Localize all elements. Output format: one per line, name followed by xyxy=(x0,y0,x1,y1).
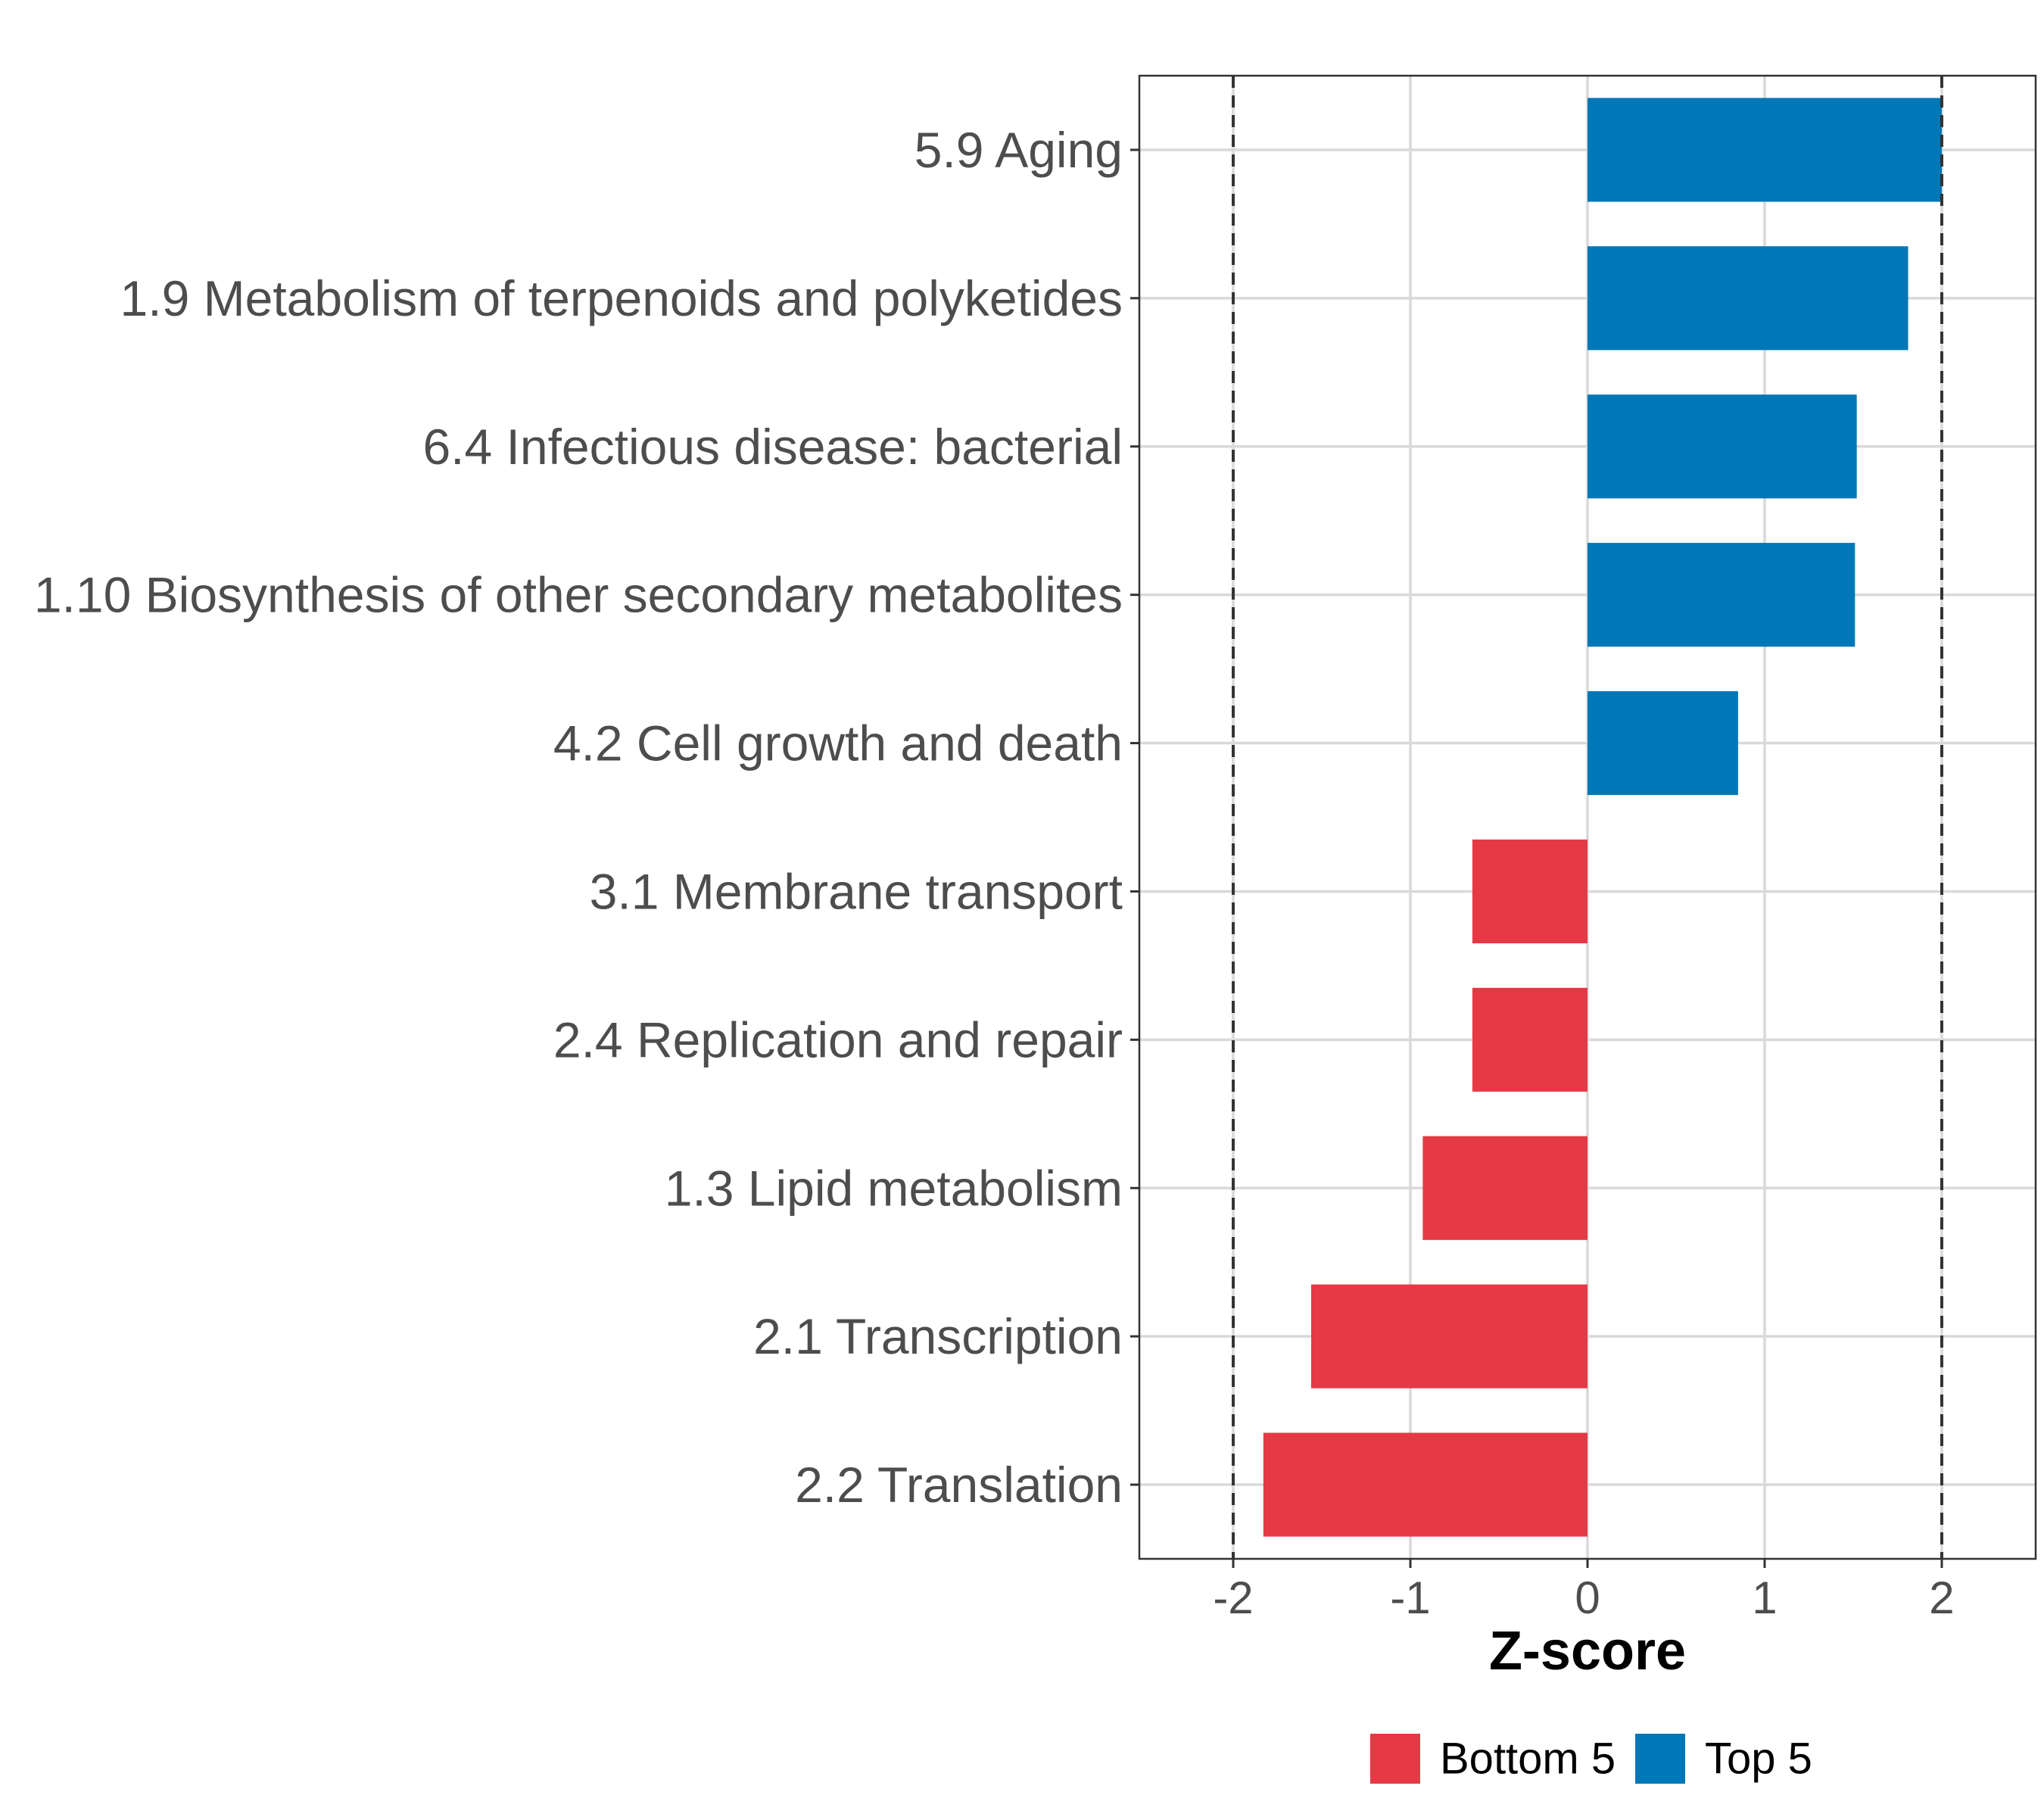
category-label: 2.1 Transcription xyxy=(753,1308,1123,1364)
category-label: 5.9 Aging xyxy=(915,122,1123,178)
bar xyxy=(1310,1284,1588,1388)
x-tick-label: -1 xyxy=(1390,1572,1430,1623)
legend: Bottom 5 Top 5 xyxy=(1370,1734,1812,1784)
bar xyxy=(1588,98,1942,202)
bar xyxy=(1588,394,1857,499)
bar xyxy=(1588,543,1855,647)
category-label: 2.4 Replication and repair xyxy=(553,1011,1123,1067)
reference-lines xyxy=(1232,76,1943,1559)
category-label: 2.2 Translation xyxy=(795,1457,1123,1513)
legend-label-bottom-5: Bottom 5 xyxy=(1440,1734,1616,1784)
legend-swatch-bottom-5 xyxy=(1370,1734,1420,1784)
bar xyxy=(1263,1432,1588,1537)
category-label: 6.4 Infectious disease: bacterial xyxy=(422,419,1123,475)
bar xyxy=(1588,246,1908,351)
x-tick-label: 1 xyxy=(1752,1572,1777,1623)
category-label: 1.10 Biosynthesis of other secondary met… xyxy=(34,567,1123,623)
bar xyxy=(1588,690,1738,796)
legend-swatch-top-5 xyxy=(1635,1734,1685,1784)
y-axis: 5.9 Aging 1.9 Metabolism of terpenoids an… xyxy=(34,122,1139,1513)
x-tick-label: -2 xyxy=(1213,1572,1253,1623)
category-label: 4.2 Cell growth and death xyxy=(553,715,1123,771)
x-axis: -2 -1 0 1 2 xyxy=(1213,1559,1955,1623)
bars xyxy=(1263,98,1942,1537)
x-axis-title: Z-score xyxy=(1489,1621,1686,1681)
bar xyxy=(1472,987,1588,1092)
bar xyxy=(1472,839,1588,944)
x-tick-label: 2 xyxy=(1929,1572,1954,1623)
legend-label-top-5: Top 5 xyxy=(1705,1734,1812,1784)
category-label: 1.3 Lipid metabolism xyxy=(665,1160,1123,1216)
category-label: 3.1 Membrane transport xyxy=(590,863,1123,919)
x-tick-label: 0 xyxy=(1575,1572,1600,1623)
bar xyxy=(1422,1136,1588,1240)
category-label: 1.9 Metabolism of terpenoids and polyket… xyxy=(120,270,1123,326)
